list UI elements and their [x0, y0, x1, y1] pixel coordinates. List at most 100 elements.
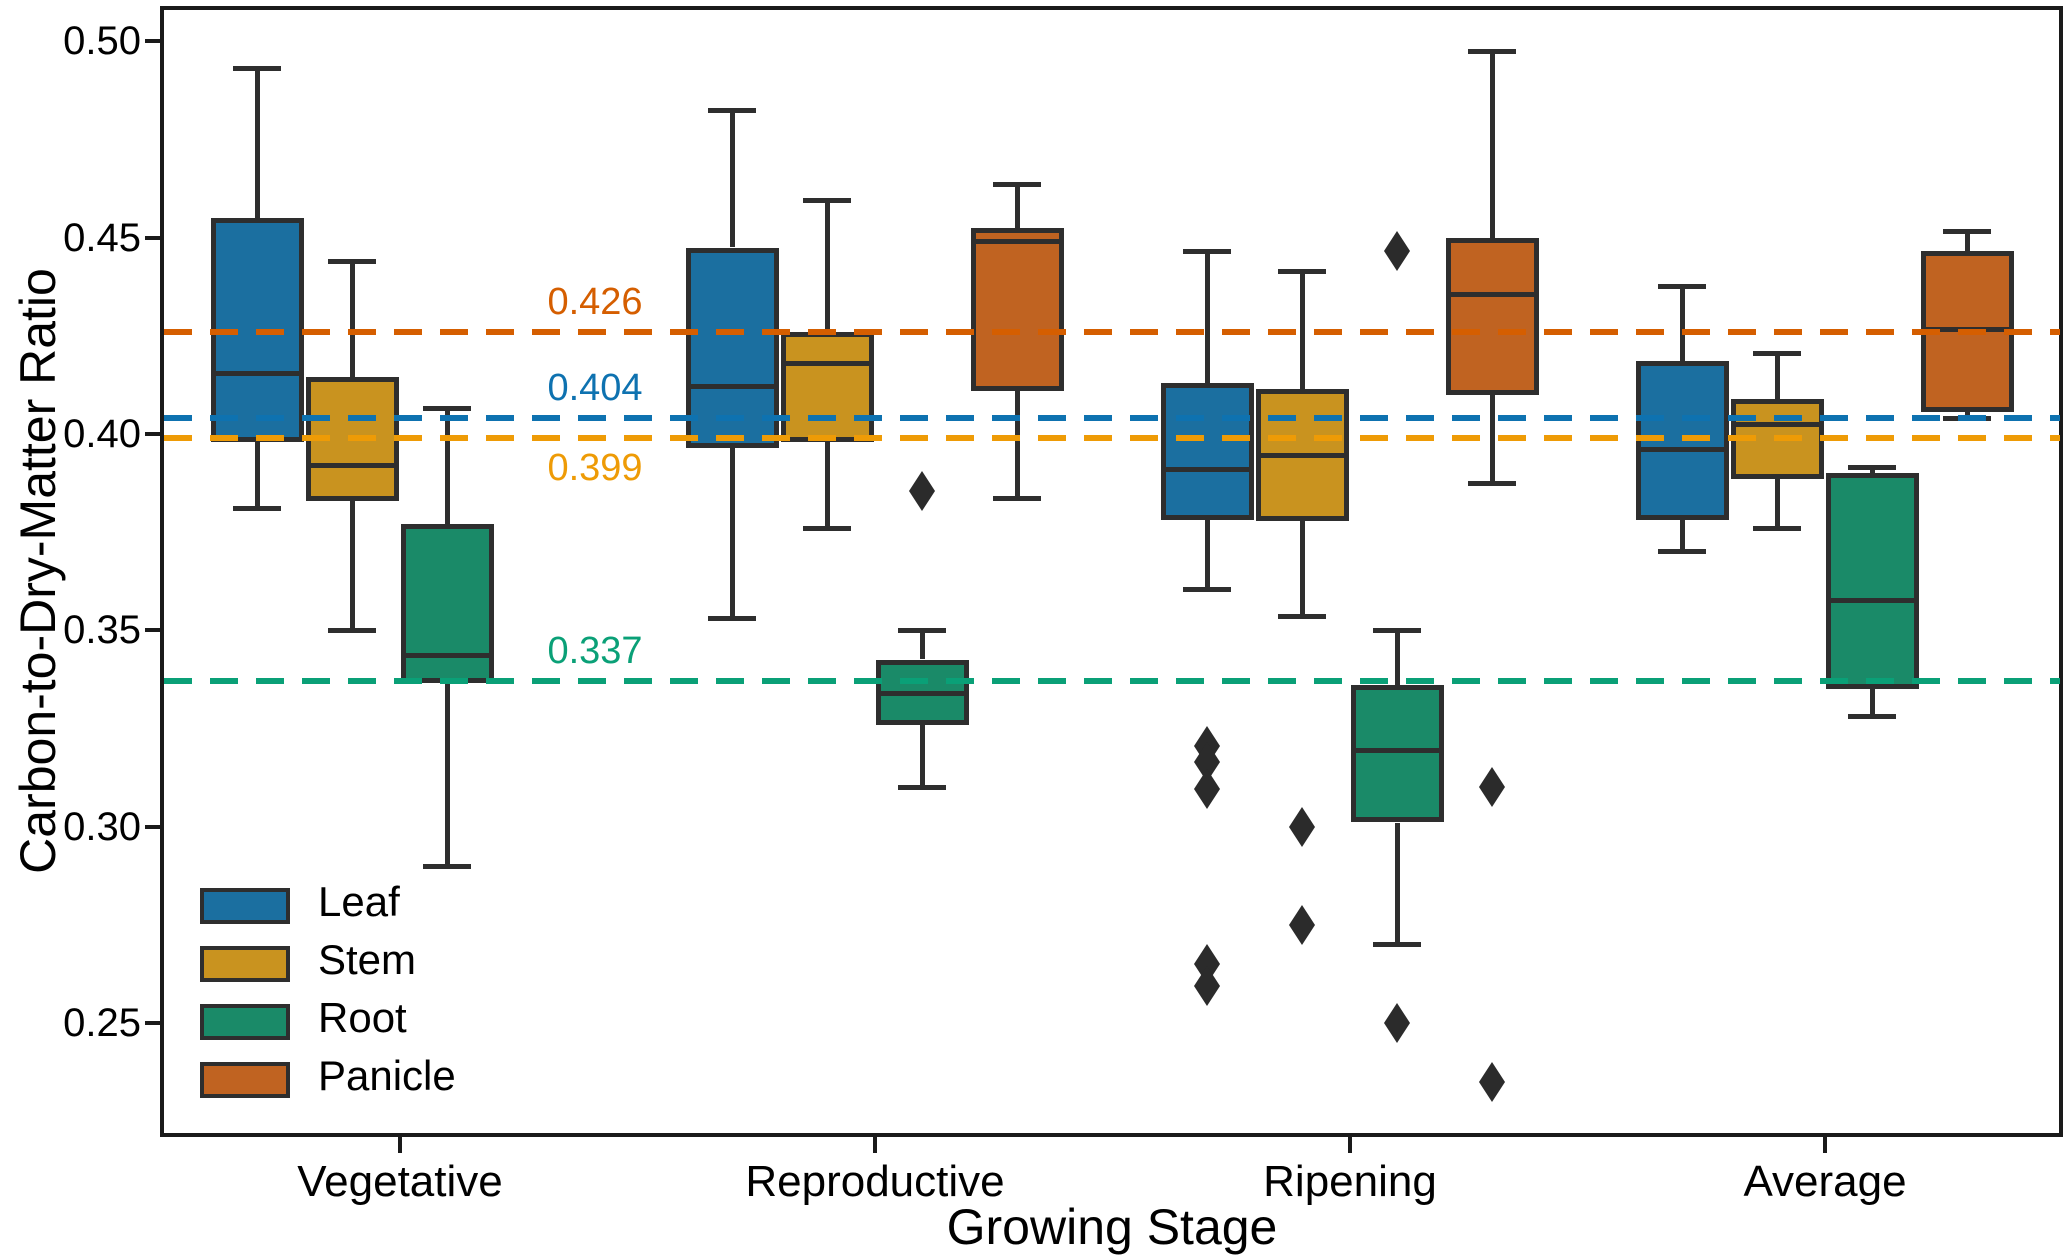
- whisker-cap-top-stem-average: [1753, 351, 1801, 356]
- whisker-cap-bottom-stem-ripening: [1278, 614, 1326, 619]
- whisker-lower-stem-average: [1775, 479, 1780, 528]
- whisker-cap-top-stem-ripening: [1278, 269, 1326, 274]
- whisker-cap-top-root-reproductive: [898, 628, 946, 633]
- whisker-lower-leaf-average: [1680, 520, 1685, 551]
- reference-line-0.404: [164, 415, 2060, 421]
- whisker-lower-root-reproductive: [920, 725, 925, 788]
- box-root-vegetative: [401, 524, 494, 683]
- y-tick-0.30: [145, 825, 160, 829]
- whisker-cap-top-root-vegetative: [423, 406, 471, 411]
- whisker-lower-leaf-reproductive: [730, 448, 735, 619]
- median-stem-ripening: [1256, 453, 1349, 458]
- y-tick-0.45: [145, 236, 160, 240]
- whisker-cap-top-leaf-average: [1658, 284, 1706, 289]
- median-leaf-reproductive: [686, 384, 779, 389]
- median-leaf-ripening: [1161, 467, 1254, 472]
- legend-swatch-root: [200, 1004, 290, 1040]
- whisker-upper-root-average: [1870, 467, 1875, 473]
- x-tick-average: [1823, 1137, 1827, 1153]
- legend-swatch-panicle: [200, 1062, 290, 1098]
- x-axis-title: Growing Stage: [946, 1199, 1278, 1255]
- box-leaf-reproductive: [686, 248, 779, 448]
- whisker-upper-panicle-ripening: [1490, 51, 1495, 238]
- whisker-upper-leaf-reproductive: [730, 110, 735, 247]
- x-tick-ripening: [1348, 1137, 1352, 1153]
- reference-label-0.426: 0.426: [547, 281, 643, 323]
- x-tick-vegetative: [398, 1137, 402, 1153]
- whisker-cap-bottom-stem-average: [1753, 526, 1801, 531]
- legend-swatch-leaf: [200, 888, 290, 924]
- y-tick-label-0.25: 0.25: [63, 1001, 141, 1045]
- whisker-cap-top-panicle-reproductive: [993, 182, 1041, 187]
- median-stem-vegetative: [306, 463, 399, 468]
- reference-line-0.426: [164, 329, 2060, 335]
- x-tick-label-average: Average: [1743, 1157, 1907, 1206]
- median-leaf-average: [1636, 447, 1729, 452]
- x-tick-reproductive: [873, 1137, 877, 1153]
- whisker-upper-leaf-ripening: [1205, 251, 1210, 383]
- whisker-lower-stem-reproductive: [825, 442, 830, 528]
- whisker-upper-panicle-reproductive: [1015, 185, 1020, 228]
- whisker-upper-stem-vegetative: [350, 261, 355, 377]
- y-tick-0.35: [145, 628, 160, 632]
- whisker-lower-leaf-ripening: [1205, 520, 1210, 589]
- whisker-cap-bottom-leaf-average: [1658, 549, 1706, 554]
- whisker-upper-root-vegetative: [445, 409, 450, 525]
- whisker-upper-leaf-vegetative: [255, 69, 260, 218]
- whisker-cap-top-leaf-vegetative: [233, 66, 281, 71]
- y-tick-label-0.50: 0.50: [63, 19, 141, 63]
- whisker-upper-root-reproductive: [920, 630, 925, 659]
- median-leaf-vegetative: [211, 371, 304, 376]
- whisker-cap-top-panicle-ripening: [1468, 49, 1516, 54]
- whisker-cap-bottom-leaf-ripening: [1183, 587, 1231, 592]
- whisker-cap-bottom-root-ripening: [1373, 942, 1421, 947]
- whisker-lower-root-vegetative: [445, 683, 450, 866]
- box-panicle-ripening: [1446, 238, 1539, 395]
- box-panicle-reproductive: [971, 228, 1064, 391]
- legend-swatch-stem: [200, 946, 290, 982]
- whisker-cap-top-leaf-ripening: [1183, 249, 1231, 254]
- whisker-cap-bottom-panicle-reproductive: [993, 496, 1041, 501]
- whisker-upper-leaf-average: [1680, 287, 1685, 362]
- y-axis-title: Carbon-to-Dry-Matter Ratio: [10, 268, 66, 874]
- x-tick-label-ripening: Ripening: [1263, 1157, 1437, 1206]
- y-tick-label-0.35: 0.35: [63, 608, 141, 652]
- reference-label-0.399: 0.399: [547, 447, 643, 489]
- y-tick-label-0.30: 0.30: [63, 805, 141, 849]
- reference-label-0.337: 0.337: [547, 630, 643, 672]
- y-tick-label-0.40: 0.40: [63, 412, 141, 456]
- legend-label-panicle: Panicle: [318, 1052, 456, 1099]
- whisker-cap-bottom-stem-vegetative: [328, 628, 376, 633]
- whisker-cap-top-root-ripening: [1373, 628, 1421, 633]
- whisker-cap-top-panicle-average: [1943, 229, 1991, 234]
- median-panicle-reproductive: [971, 239, 1064, 244]
- whisker-cap-bottom-root-vegetative: [423, 864, 471, 869]
- median-root-ripening: [1351, 748, 1444, 753]
- whisker-cap-bottom-leaf-vegetative: [233, 506, 281, 511]
- whisker-cap-bottom-leaf-reproductive: [708, 616, 756, 621]
- whisker-upper-panicle-average: [1965, 232, 1970, 252]
- median-panicle-ripening: [1446, 292, 1539, 297]
- y-tick-0.40: [145, 432, 160, 436]
- whisker-upper-stem-average: [1775, 354, 1780, 399]
- median-root-vegetative: [401, 653, 494, 658]
- x-tick-label-reproductive: Reproductive: [745, 1157, 1005, 1206]
- whisker-lower-stem-ripening: [1300, 520, 1305, 616]
- box-stem-reproductive: [781, 332, 874, 442]
- x-tick-label-vegetative: Vegetative: [297, 1157, 503, 1206]
- box-root-average: [1826, 473, 1919, 689]
- reference-label-0.404: 0.404: [547, 367, 643, 409]
- whisker-cap-bottom-root-average: [1848, 714, 1896, 719]
- whisker-cap-bottom-stem-reproductive: [803, 526, 851, 531]
- y-tick-label-0.45: 0.45: [63, 216, 141, 260]
- box-root-ripening: [1351, 685, 1444, 822]
- median-stem-reproductive: [781, 361, 874, 366]
- reference-line-0.399: [164, 435, 2060, 441]
- whisker-lower-root-average: [1870, 689, 1875, 716]
- whisker-lower-panicle-reproductive: [1015, 391, 1020, 499]
- whisker-upper-root-ripening: [1395, 630, 1400, 685]
- y-tick-0.25: [145, 1021, 160, 1025]
- whisker-cap-top-stem-vegetative: [328, 259, 376, 264]
- legend-label-root: Root: [318, 994, 407, 1041]
- whisker-cap-bottom-root-reproductive: [898, 785, 946, 790]
